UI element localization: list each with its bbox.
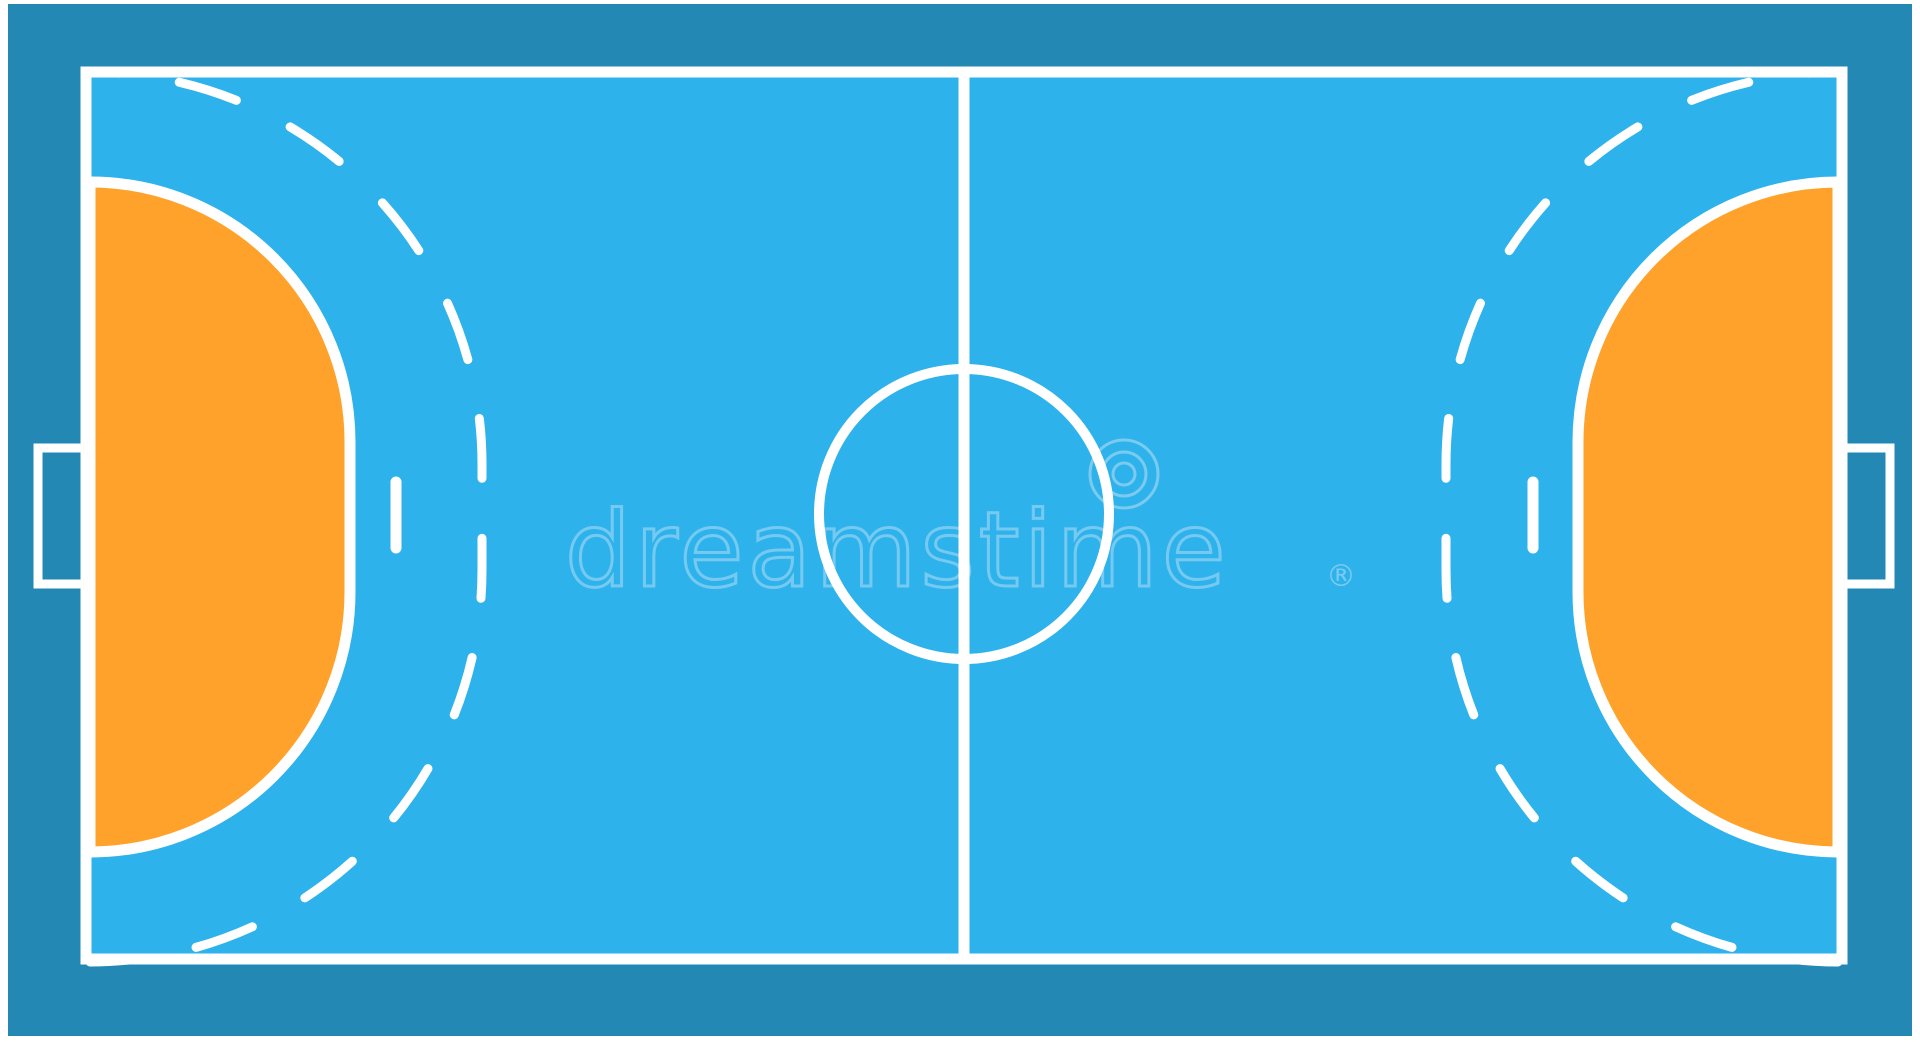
- goal-left: [33, 443, 91, 589]
- watermark-swirl-icon: [1088, 438, 1160, 510]
- goal-area-left: [84, 176, 356, 858]
- center-circle: [814, 364, 1114, 664]
- goal-right: [1838, 443, 1895, 589]
- watermark-registered-mark: ®: [1326, 559, 1356, 594]
- watermark: dreamstime ®: [564, 438, 1356, 613]
- goal-area-right: [1572, 176, 1844, 858]
